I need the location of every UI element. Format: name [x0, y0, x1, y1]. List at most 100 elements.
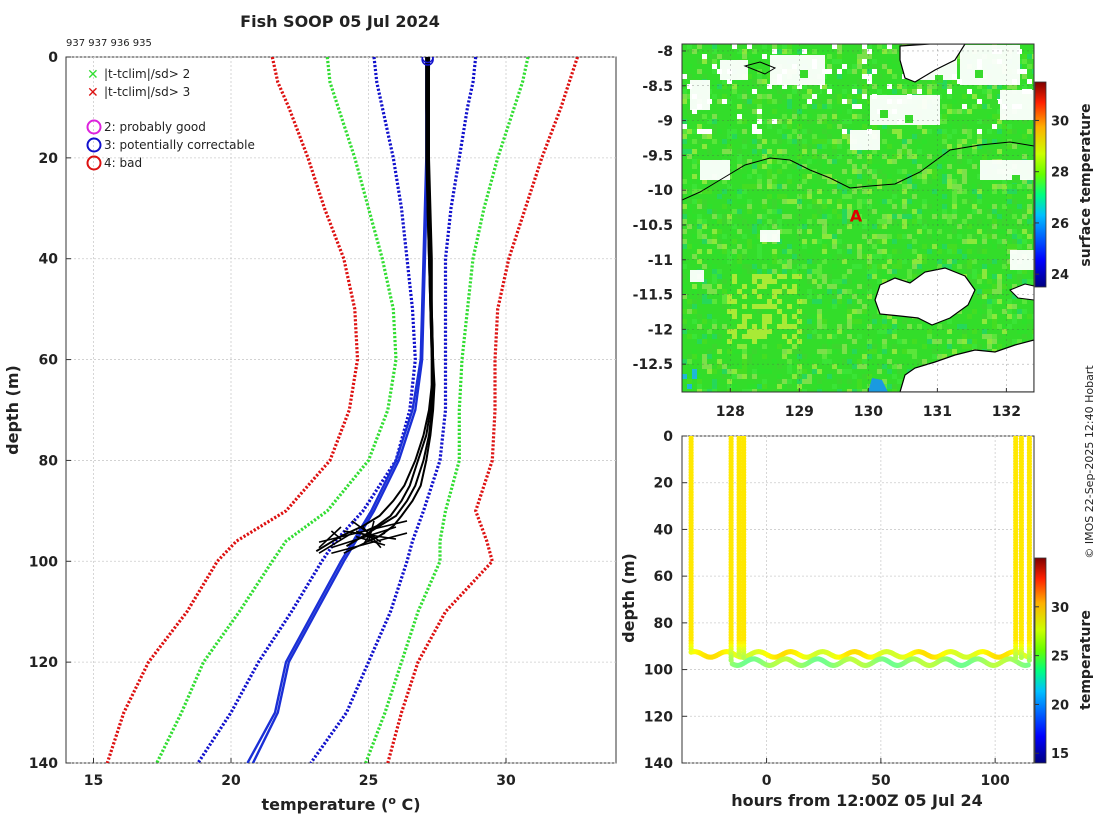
sst-pixel	[997, 284, 1002, 289]
sst-pixel	[767, 79, 772, 84]
sst-pixel	[742, 119, 747, 124]
sst-pixel	[747, 104, 752, 109]
sst-pixel	[877, 84, 882, 89]
sst-pixel	[687, 109, 692, 114]
sst-pixel	[782, 119, 787, 124]
sst-pixel	[872, 344, 877, 349]
sst-pixel	[1022, 84, 1027, 89]
sst-pixel	[762, 164, 767, 169]
cloud-patch	[690, 80, 710, 110]
sst-pixel	[982, 329, 987, 334]
sst-pixel	[702, 234, 707, 239]
sst-pixel	[1032, 334, 1034, 339]
sst-pixel	[827, 174, 832, 179]
sst-pixel	[1022, 119, 1027, 124]
sst-pixel	[802, 194, 807, 199]
sst-pixel	[747, 204, 752, 209]
sst-pixel	[882, 319, 887, 324]
sst-pixel	[707, 129, 712, 134]
sst-pixel	[892, 194, 897, 199]
sst-pixel	[827, 339, 832, 344]
sst-pixel	[682, 284, 687, 289]
sst-pixel	[792, 349, 797, 354]
sst-pixel	[812, 364, 817, 369]
sst-pixel	[772, 184, 777, 189]
ytick-label: -10	[648, 183, 674, 199]
sst-pixel	[987, 304, 992, 309]
sst-pixel	[827, 64, 832, 69]
sst-pixel	[847, 94, 852, 99]
sst-pixel	[782, 314, 787, 319]
sst-pixel	[857, 169, 862, 174]
sst-pixel	[1027, 184, 1032, 189]
sst-pixel	[682, 229, 687, 234]
sst-pixel	[772, 99, 777, 104]
sst-pixel	[777, 99, 782, 104]
sst-pixel	[737, 199, 742, 204]
ytick-label: 60	[654, 569, 674, 585]
sst-pixel	[717, 269, 722, 274]
sst-pixel	[762, 389, 767, 392]
sst-pixel	[882, 239, 887, 244]
sst-pixel	[692, 199, 697, 204]
sst-pixel	[817, 349, 822, 354]
sst-pixel	[987, 309, 992, 314]
sst-pixel	[687, 209, 692, 214]
sst-pixel	[972, 339, 977, 344]
sst-pixel	[802, 244, 807, 249]
sst-pixel	[817, 319, 822, 324]
sst-pixel	[737, 114, 742, 119]
sst-pixel	[752, 279, 757, 284]
sst-pixel	[952, 179, 957, 184]
sst-pixel	[882, 379, 887, 384]
sst-pixel	[722, 304, 727, 309]
sst-pixel	[712, 209, 717, 214]
sst-pixel	[707, 244, 712, 249]
sst-pixel	[802, 164, 807, 169]
sst-pixel	[1007, 259, 1012, 264]
sst-pixel	[732, 129, 737, 134]
sst-pixel	[982, 249, 987, 254]
sst-pixel	[712, 289, 717, 294]
sst-pixel	[697, 249, 702, 254]
sst-pixel	[837, 59, 842, 64]
sst-pixel	[812, 329, 817, 334]
sst-pixel	[822, 254, 827, 259]
sst-pixel	[822, 84, 827, 89]
sst-pixel	[762, 369, 767, 374]
sst-pixel	[857, 289, 862, 294]
sst-pixel	[922, 324, 927, 329]
sst-pixel	[892, 64, 897, 69]
sst-pixel	[822, 354, 827, 359]
sst-pixel	[987, 84, 992, 89]
sst-pixel	[827, 104, 832, 109]
sst-pixel	[807, 259, 812, 264]
sst-map: A 128 129 130 131 132-8-8.5-9-9.5-10-10.5-11…	[633, 43, 1094, 420]
envelope-red-right	[386, 57, 580, 763]
sst-pixel	[837, 184, 842, 189]
sst-pixel	[867, 364, 872, 369]
sst-pixel	[697, 294, 702, 299]
sst-pixel	[717, 239, 722, 244]
sst-pixel	[762, 264, 767, 269]
sst-pixel	[877, 244, 882, 249]
sst-pixel	[1022, 214, 1027, 219]
sst-pixel	[917, 159, 922, 164]
sst-pixel	[822, 139, 827, 144]
sst-pixel	[897, 149, 902, 154]
sst-pixel	[757, 104, 762, 109]
sst-pixel	[742, 199, 747, 204]
sst-pixel	[807, 189, 812, 194]
xtick-label: 30	[496, 773, 516, 789]
sst-pixel	[797, 154, 802, 159]
sst-pixel	[987, 339, 992, 344]
sst-pixel	[782, 354, 787, 359]
sst-pixel	[717, 54, 722, 59]
sst-pixel	[972, 184, 977, 189]
sst-pixel	[947, 249, 952, 254]
ytick-label: 0	[663, 429, 673, 445]
sst-pixel	[767, 184, 772, 189]
sst-pixel	[927, 129, 932, 134]
sst-pixel	[957, 264, 962, 269]
